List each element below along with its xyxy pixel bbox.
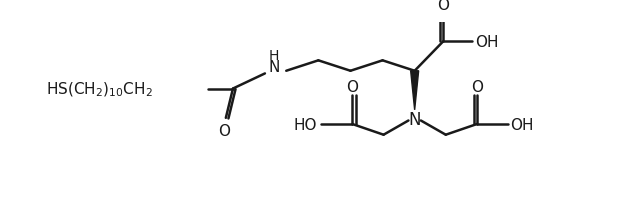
Text: HO: HO xyxy=(294,117,317,132)
Text: O: O xyxy=(346,80,358,95)
Text: OH: OH xyxy=(475,35,499,50)
Text: O: O xyxy=(218,123,230,138)
Text: HS(CH$_2$)$_{10}$CH$_2$: HS(CH$_2$)$_{10}$CH$_2$ xyxy=(47,80,153,98)
Text: N: N xyxy=(268,60,280,74)
Text: N: N xyxy=(408,110,421,128)
Text: O: O xyxy=(471,80,483,95)
Text: O: O xyxy=(437,0,449,13)
Polygon shape xyxy=(411,71,419,110)
Text: H: H xyxy=(269,49,279,62)
Text: OH: OH xyxy=(510,117,534,132)
